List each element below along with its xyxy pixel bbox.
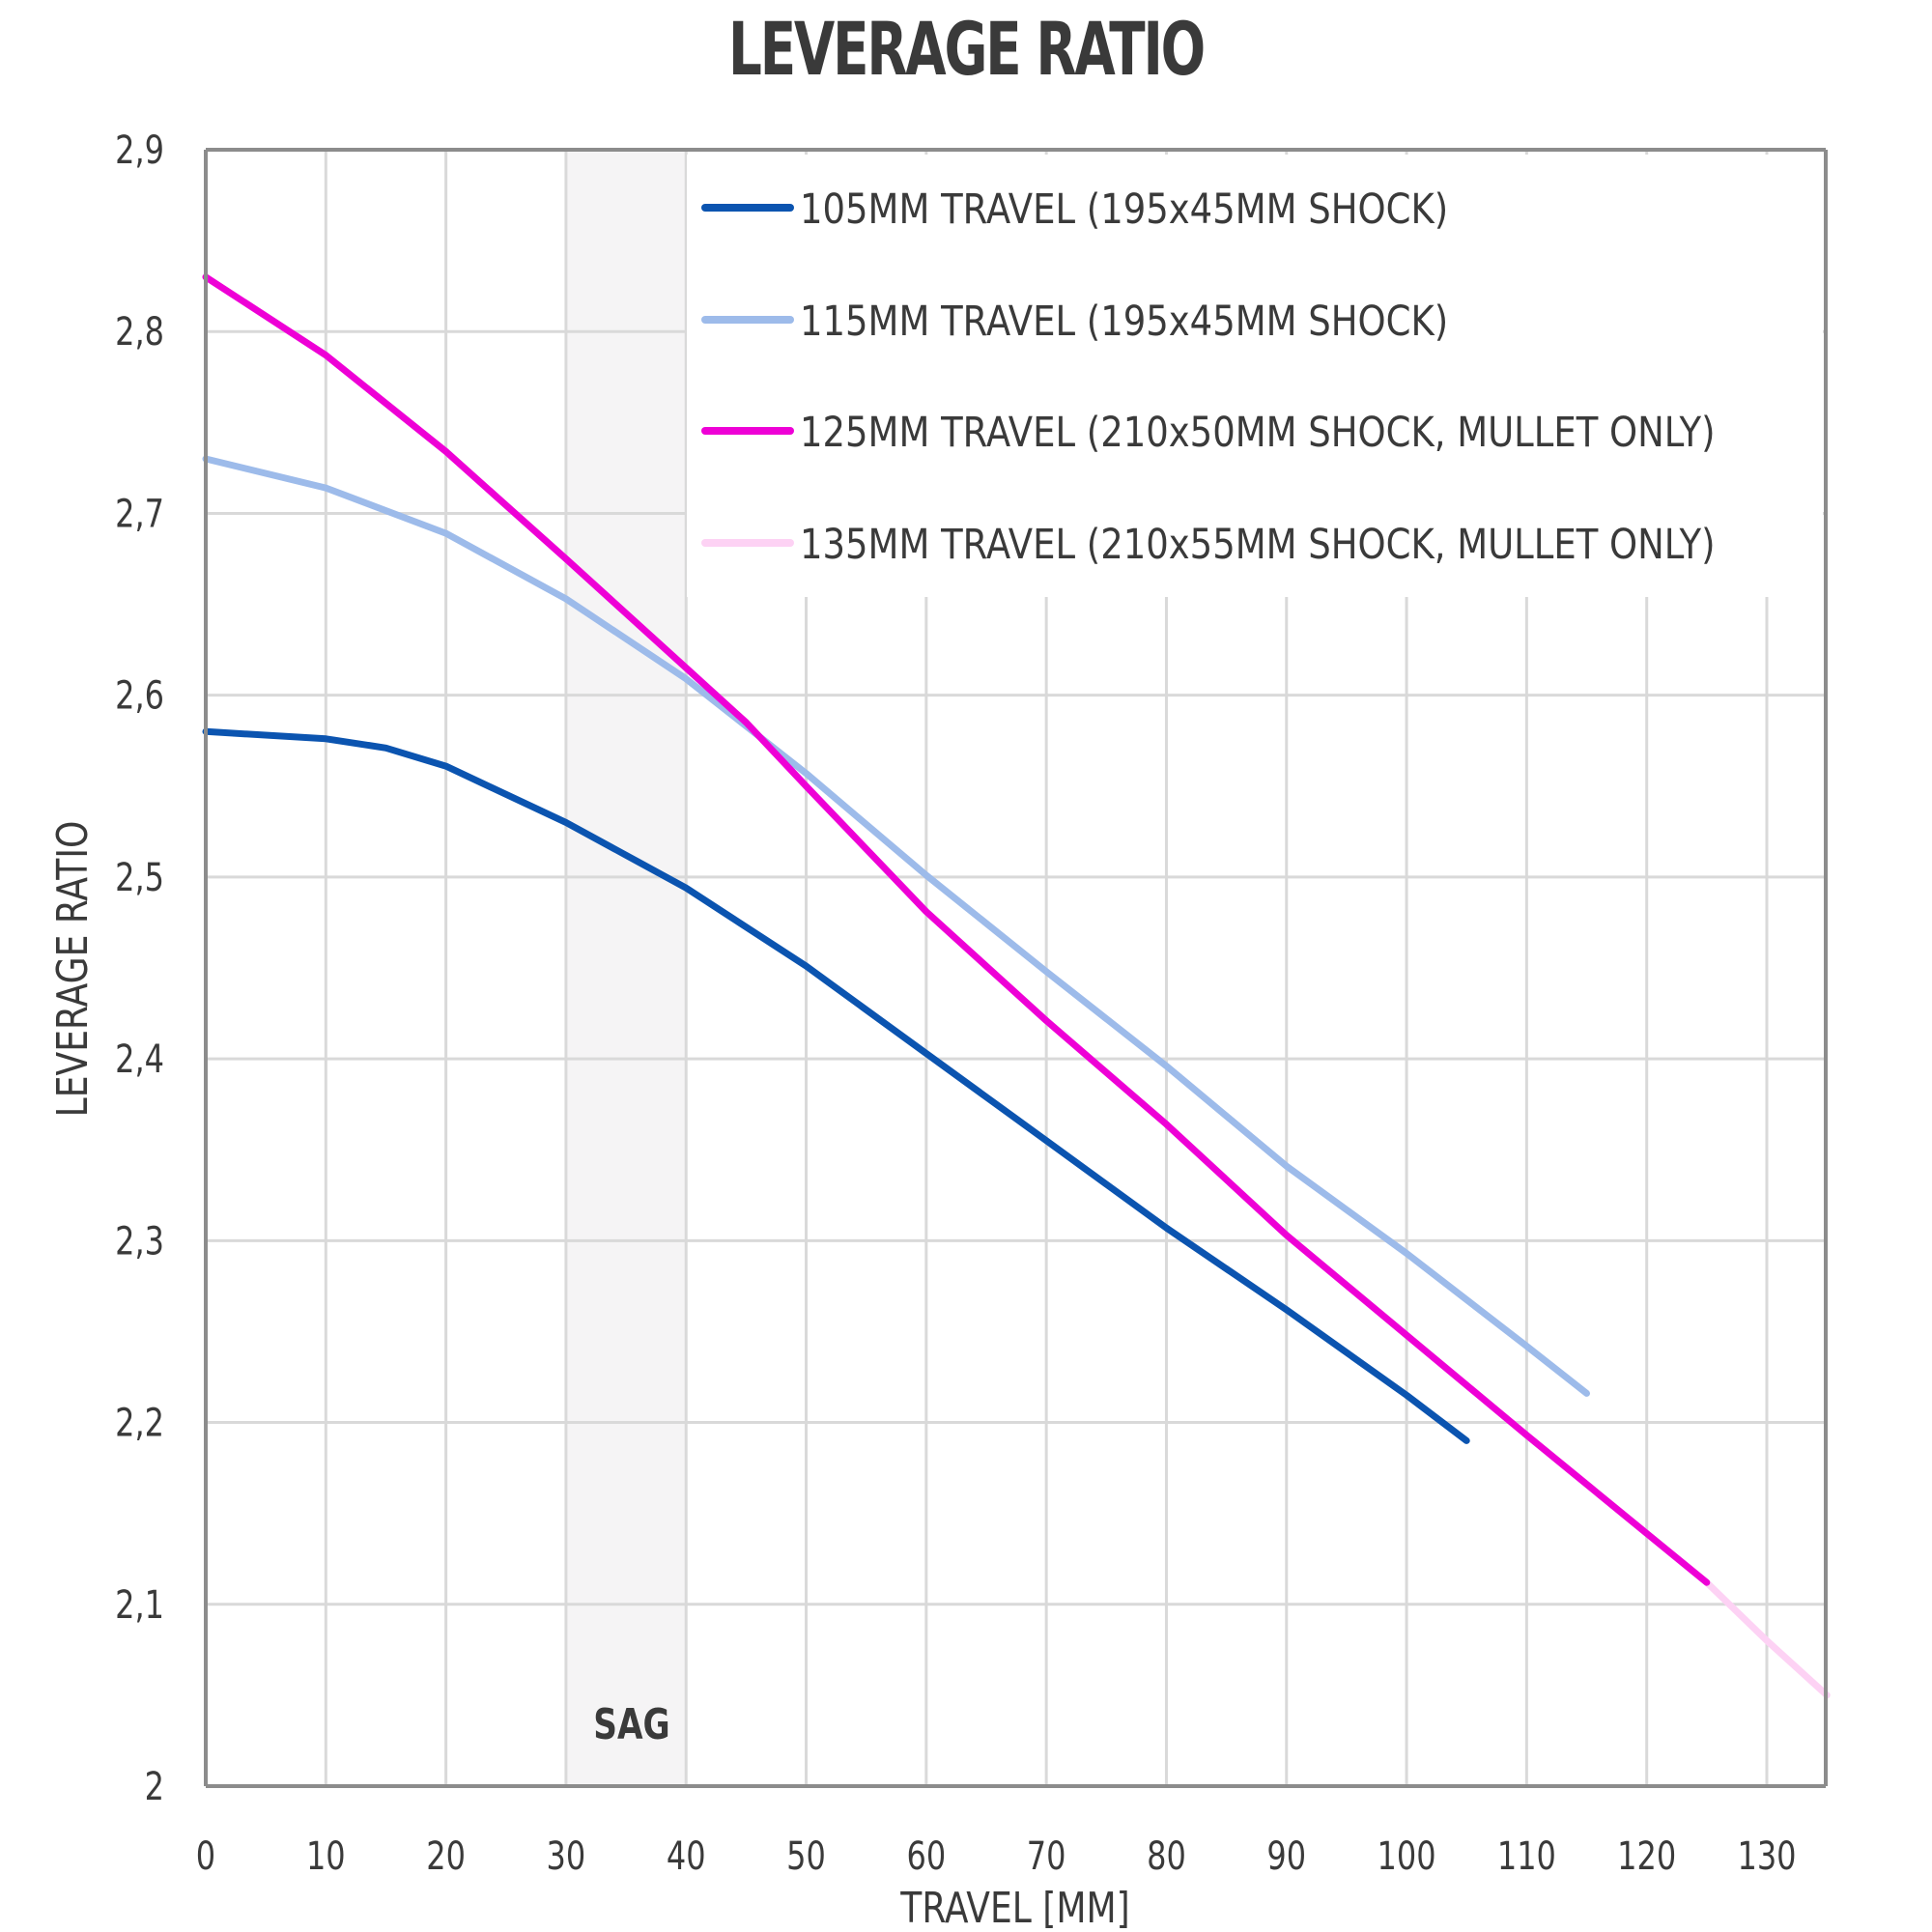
legend-item: 105MM TRAVEL (195x45MM SHOCK) xyxy=(701,185,1448,234)
y-axis-label: LEVERAGE RATIO xyxy=(49,821,98,1118)
x-tick-label: 130 xyxy=(1737,1833,1796,1878)
y-tick-label: 2,9 xyxy=(115,127,164,172)
x-tick-label: 0 xyxy=(196,1833,215,1878)
x-tick-label: 100 xyxy=(1378,1833,1436,1878)
tick-label-layer: 0 10 20 30 40 50 60 70 80 90 100 110 120 130 2 2,1 2,2 2,… xyxy=(115,127,1796,1878)
legend-item: 115MM TRAVEL (195x45MM SHOCK) xyxy=(701,298,1448,346)
sag-band xyxy=(565,150,687,1786)
x-tick-label: 110 xyxy=(1497,1833,1556,1878)
x-tick-label: 50 xyxy=(786,1833,826,1878)
x-tick-label: 10 xyxy=(306,1833,346,1878)
series-line xyxy=(202,455,1590,1397)
x-tick-label: 30 xyxy=(547,1833,586,1878)
legend-label: 125MM TRAVEL (210x50MM SHOCK, MULLET ONL… xyxy=(800,409,1716,456)
legend-box xyxy=(687,155,1823,597)
x-tick-label: 40 xyxy=(667,1833,706,1878)
axis-layer xyxy=(204,148,1828,1788)
y-tick-label: 2,1 xyxy=(115,1581,164,1627)
y-tick-label: 2 xyxy=(145,1763,164,1808)
y-tick-label: 2,7 xyxy=(115,491,164,536)
legend-background xyxy=(687,155,1823,597)
legend-label: 135MM TRAVEL (210x55MM SHOCK, MULLET ONL… xyxy=(800,521,1716,568)
sag-label: SAG xyxy=(593,1700,669,1749)
x-tick-label: 70 xyxy=(1027,1833,1066,1878)
x-tick-label: 20 xyxy=(426,1833,466,1878)
legend-item: 125MM TRAVEL (210x50MM SHOCK, MULLET ONL… xyxy=(701,409,1716,457)
x-tick-label: 120 xyxy=(1617,1833,1676,1878)
x-axis-label: TRAVEL [MM] xyxy=(899,1885,1129,1932)
legend-item: 135MM TRAVEL (210x55MM SHOCK, MULLET ONL… xyxy=(701,521,1716,569)
series-line xyxy=(202,273,1711,1586)
y-tick-label: 2,3 xyxy=(115,1218,164,1264)
legend-label: 105MM TRAVEL (195x45MM SHOCK) xyxy=(800,185,1448,233)
y-tick-label: 2,4 xyxy=(115,1037,164,1082)
x-tick-label: 60 xyxy=(906,1833,946,1878)
sag-band-layer xyxy=(565,150,687,1786)
y-tick-label: 2,8 xyxy=(115,309,164,355)
legend: 105MM TRAVEL (195x45MM SHOCK) 115MM TRAVE… xyxy=(701,185,1716,569)
chart-title: LEVERAGE RATIO xyxy=(727,6,1206,92)
series-layer xyxy=(202,273,1831,1699)
y-tick-label: 2,2 xyxy=(115,1400,164,1445)
x-tick-label: 80 xyxy=(1147,1833,1186,1878)
series-line xyxy=(202,727,1470,1444)
x-tick-label: 90 xyxy=(1266,1833,1306,1878)
y-tick-label: 2,5 xyxy=(115,854,164,899)
legend-label: 115MM TRAVEL (195x45MM SHOCK) xyxy=(800,298,1448,345)
y-tick-label: 2,6 xyxy=(115,672,164,718)
